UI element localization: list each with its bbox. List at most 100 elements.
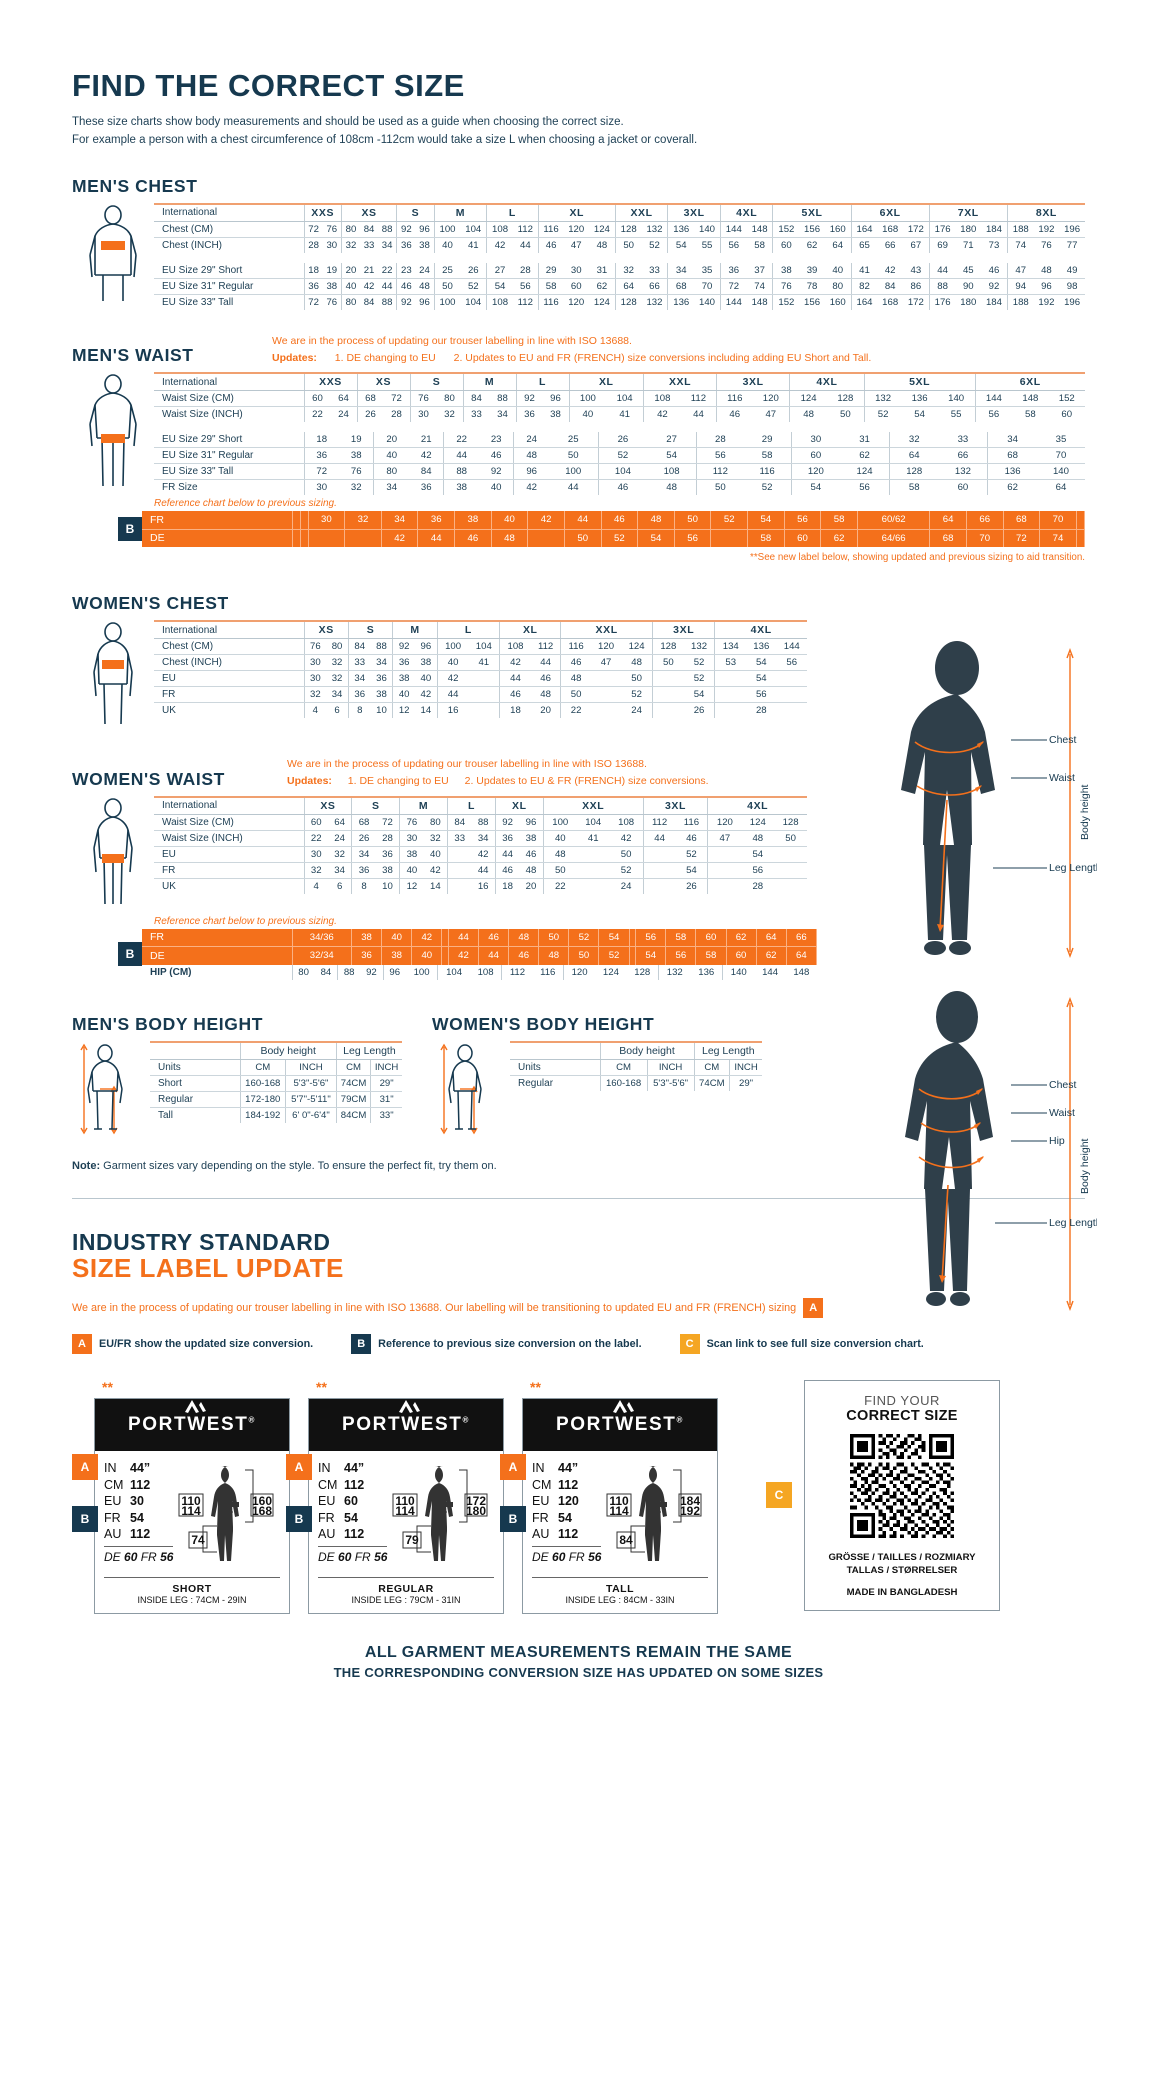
hip-cell: 140 bbox=[722, 964, 755, 980]
ref-cell: 48 bbox=[538, 946, 570, 965]
cell: 30 bbox=[303, 479, 339, 496]
ref-cell: 32/34 bbox=[292, 946, 352, 965]
ref-cell: 46 bbox=[454, 528, 492, 548]
spec-value: 44” bbox=[130, 1461, 151, 1475]
qr-card[interactable]: FIND YOUR CORRECT SIZE bbox=[804, 1380, 1000, 1611]
cell: 54 bbox=[914, 409, 925, 421]
row-label: UK bbox=[162, 880, 176, 892]
cell: 72 bbox=[303, 294, 323, 310]
cell: 80 bbox=[373, 463, 409, 481]
cell: 46 bbox=[396, 278, 416, 295]
cell: 116 bbox=[675, 814, 708, 831]
cell: 26 bbox=[693, 705, 705, 717]
cell: 72 bbox=[303, 463, 339, 481]
card-body: IN 44” CM 112 EU 60 FR 54 AU 112 DE 60 FR 56 110 114… bbox=[309, 1451, 503, 1573]
bh-cell: 29" bbox=[370, 1075, 402, 1092]
legend-row: A EU/FR show the updated size conversion… bbox=[72, 1334, 1085, 1354]
ref-cell: 60/62 bbox=[857, 511, 931, 530]
cell: 28 bbox=[512, 262, 539, 279]
ref-cell: 58 bbox=[820, 511, 858, 530]
legend-text-b: Reference to previous size conversion on… bbox=[378, 1338, 642, 1350]
cell bbox=[707, 862, 742, 879]
mens-waist-ref-note: Reference chart below to previous sizing… bbox=[154, 498, 337, 510]
bh-cell: 5'3"-5'6" bbox=[285, 1075, 337, 1092]
cell: 100 bbox=[436, 638, 469, 656]
size-header-5xl: 5XL bbox=[772, 203, 852, 222]
cell: 22 bbox=[443, 432, 479, 449]
mens-body-height-table: Body height Leg Length Units CM INCH CM INCH Sh… bbox=[150, 1041, 402, 1123]
bh-row: Regular 172-180 5'7"-5'11" 79CM 31" bbox=[150, 1091, 402, 1108]
cell: 68 bbox=[987, 447, 1037, 465]
cell: 44 bbox=[530, 654, 561, 672]
card-spec-list: IN 44” CM 112 EU 30 FR 54 AU 112 DE 60 FR 56 bbox=[104, 1460, 174, 1569]
cell: 32 bbox=[303, 862, 328, 879]
cell: 32 bbox=[888, 432, 939, 449]
row-label: UK bbox=[162, 705, 176, 717]
ref-cell: 46 bbox=[601, 511, 639, 530]
cell: 92 bbox=[981, 278, 1008, 295]
mens-chest-eu-table: EU Size 29" Short 18 19 20 21 22 23 24 25 26 27 28 2… bbox=[154, 262, 1085, 310]
label-card[interactable]: ** A B PORTWEST® IN 44” CM 112 EU 30 FR 54 AU 112 DE 6… bbox=[72, 1380, 290, 1614]
label-leglength-male: Leg Length bbox=[1049, 862, 1097, 874]
ref-cell bbox=[1076, 528, 1086, 548]
size-header-xxl: XXL bbox=[542, 796, 644, 815]
badge-b-mens-waist: B bbox=[118, 517, 142, 542]
cell: 24 bbox=[631, 705, 642, 717]
hip-cell: 108 bbox=[477, 966, 494, 978]
waist-lower-value: 114 bbox=[610, 1504, 630, 1518]
qr-code-icon[interactable] bbox=[815, 1434, 989, 1543]
badge-a-card: A bbox=[72, 1454, 98, 1480]
male-chest-figure bbox=[72, 203, 154, 310]
cell: 192 bbox=[1033, 221, 1060, 238]
card-inside-leg: INSIDE LEG : 79CM - 31IN bbox=[351, 1595, 461, 1605]
hip-cell: 100 bbox=[413, 966, 430, 978]
row-label: Waist Size (INCH) bbox=[162, 409, 243, 421]
portwest-logo: PORTWEST® bbox=[342, 1400, 470, 1436]
cell: 50 bbox=[695, 479, 744, 496]
cell: 80 bbox=[824, 278, 852, 295]
cell: 38 bbox=[419, 239, 430, 251]
cell: 50 bbox=[651, 654, 684, 672]
cell: 148 bbox=[746, 221, 773, 238]
transition-line: We are in the process of updating our tr… bbox=[72, 1298, 1085, 1318]
height-lower-value: 180 bbox=[466, 1504, 486, 1518]
cell: 76 bbox=[303, 638, 327, 656]
row-label: EU Size 33" Tall bbox=[154, 463, 304, 481]
ref-cell bbox=[441, 946, 449, 965]
ref-cell: 54 bbox=[747, 511, 785, 530]
ref-cell: 64 bbox=[929, 511, 967, 530]
label-card[interactable]: ** A B PORTWEST® IN 44” CM 112 EU 120 FR 54 AU 112 DE … bbox=[500, 1380, 718, 1614]
label-card[interactable]: ** A B PORTWEST® IN 44” CM 112 EU 60 FR 54 AU 112 DE 6… bbox=[286, 1380, 504, 1614]
cell: 39 bbox=[799, 262, 825, 279]
ref-cell: 44 bbox=[417, 528, 456, 548]
cell: 100 bbox=[548, 463, 599, 481]
cell: 72 bbox=[383, 390, 410, 408]
cell: 100 bbox=[433, 294, 461, 310]
cell: 108 bbox=[643, 390, 681, 408]
mens-chest-eu-body: EU Size 29" Short 18 19 20 21 22 23 24 25 26 27 28 2… bbox=[154, 262, 1085, 310]
mens-body-height-block: MEN'S BODY HEIGHT bbox=[72, 1014, 402, 1142]
mens-waist-ref-body: FR 30 32 34 36 38 40 42 44 46 48 50 52 54 56 58 60/62 64 6… bbox=[142, 511, 1086, 548]
badge-c-qr[interactable]: C bbox=[766, 1482, 792, 1509]
table-header-row: International XXS XS S M L XL XXL 3XL 4XL 5XL 6XL 7X… bbox=[154, 203, 1085, 222]
spec-key: CM bbox=[318, 1477, 338, 1492]
cell: 40 bbox=[399, 862, 424, 879]
cell: 36 bbox=[494, 830, 520, 847]
cell: 120 bbox=[707, 814, 742, 831]
cell: 19 bbox=[322, 262, 342, 279]
size-header-xs: XS bbox=[303, 796, 352, 815]
cell: 52 bbox=[683, 670, 715, 688]
cell bbox=[642, 878, 676, 894]
cell: 188 bbox=[1006, 294, 1034, 310]
cell: 84 bbox=[447, 814, 472, 831]
cell: 70 bbox=[694, 278, 721, 295]
cell: 72 bbox=[303, 221, 323, 238]
cell: 47 bbox=[707, 830, 742, 847]
ref-cell: 58 bbox=[747, 528, 785, 548]
cell: 29 bbox=[537, 262, 564, 279]
cell: 41 bbox=[619, 409, 630, 421]
card-spec-list: IN 44” CM 112 EU 120 FR 54 AU 112 DE 60 FR 56 bbox=[532, 1460, 602, 1569]
cell: 50 bbox=[621, 670, 653, 688]
womens-waist-hip-body: HIP (CM) 80 84 88 92 96 100 104 108 112 116 120 124 1… bbox=[142, 964, 817, 980]
cell: 168 bbox=[877, 221, 903, 238]
